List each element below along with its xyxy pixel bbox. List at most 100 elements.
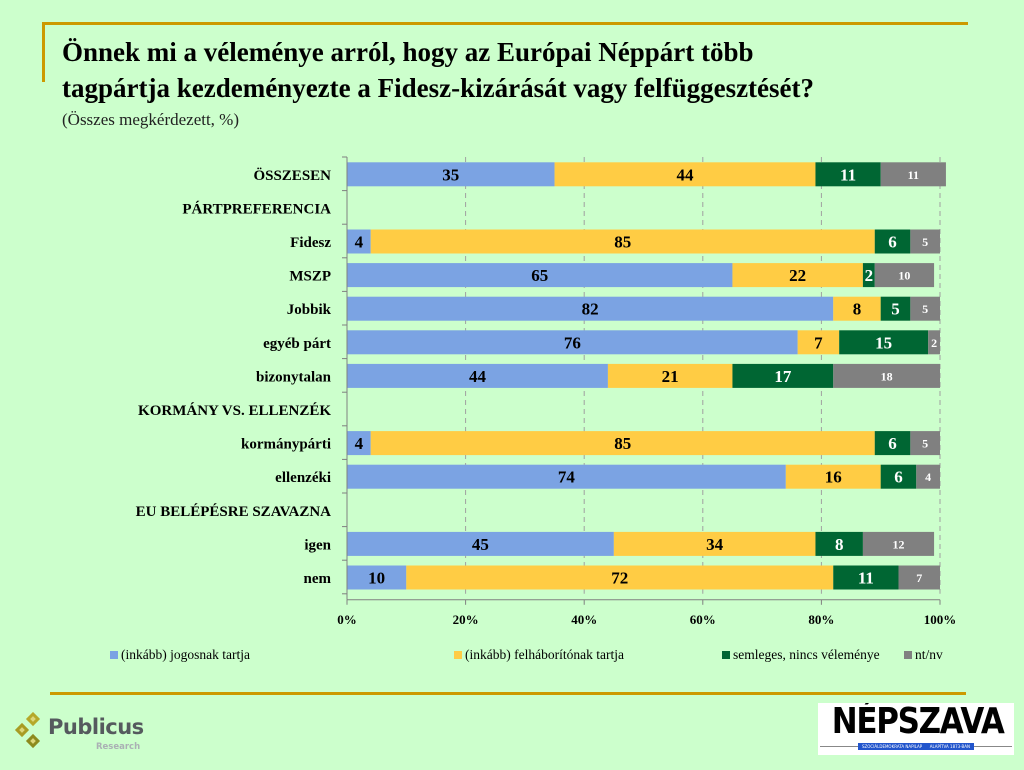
legend-item: (inkább) felháborítónak tartja (454, 646, 624, 664)
data-label: 82 (582, 300, 599, 319)
data-label: 4 (925, 470, 931, 484)
data-label: 4 (355, 233, 364, 252)
data-label: 74 (558, 468, 576, 487)
bar-segment (347, 363, 608, 388)
legend-swatch (110, 651, 118, 659)
bar-segment (607, 363, 733, 388)
chart-subtitle: (Összes megkérdezett, %) (62, 110, 240, 129)
publicus-sub: Research (96, 742, 141, 752)
data-label: 5 (922, 235, 928, 249)
bar-segment (370, 229, 875, 254)
nepszava-tag-left: SZOCIÁLDEMOKRATA NAPILAP (862, 744, 923, 749)
bar-segment (898, 565, 940, 590)
chart-title-line2: tagpártja kezdeményezte a Fidesz-kizárás… (62, 73, 815, 103)
chart-title: Önnek mi a véleménye arról, hogy az Euró… (62, 34, 982, 106)
nepszava-tagline: SZOCIÁLDEMOKRATA NAPILAP ALAPÍTVA 1873-B… (858, 743, 974, 750)
bar-segment (785, 464, 881, 489)
data-label: 6 (894, 468, 903, 487)
bar-segment (732, 363, 834, 388)
data-label: 11 (858, 569, 874, 588)
data-label: 5 (922, 437, 928, 451)
bar-segment (880, 162, 946, 187)
legend-item: nt/nv (904, 646, 943, 664)
publicus-diamond-icon (14, 712, 41, 749)
data-label: 11 (908, 168, 919, 182)
data-label: 45 (472, 535, 489, 554)
bar-segment (910, 229, 940, 254)
legend-swatch (454, 651, 462, 659)
data-label: 7 (916, 571, 922, 585)
bar-segment (910, 296, 940, 321)
chart-title-line1: Önnek mi a véleménye arról, hogy az Euró… (62, 37, 754, 67)
bar-segment (862, 531, 935, 556)
data-label: 2 (931, 336, 937, 350)
publicus-name: Publicus (48, 715, 144, 739)
data-label: 65 (531, 266, 548, 285)
data-label: 76 (564, 333, 581, 352)
data-label: 35 (442, 165, 459, 184)
data-label: 11 (840, 165, 856, 184)
bar-segment (815, 162, 881, 187)
category-label: MSZP (289, 269, 331, 285)
category-label: Jobbik (287, 302, 332, 318)
bar-segment (347, 263, 733, 288)
nepszava-name: NÉPSZAVA (831, 703, 1005, 742)
data-label: 85 (614, 233, 631, 252)
data-label: 44 (677, 165, 695, 184)
bar-segment (880, 464, 917, 489)
bar-segment (833, 363, 940, 388)
bar-segment (874, 263, 935, 288)
x-tick-label: 100% (924, 612, 957, 627)
category-label: nem (304, 571, 332, 587)
nepszava-logo: NÉPSZAVA SZOCIÁLDEMOKRATA NAPILAP ALAPÍT… (818, 703, 1014, 755)
bar-segment (797, 330, 840, 355)
data-label: 6 (888, 434, 897, 453)
bar-segment (910, 431, 940, 456)
nepszava-tag-right: ALAPÍTVA 1873-BAN (929, 744, 970, 749)
bar-segment (347, 162, 555, 187)
title-top-rule (42, 22, 968, 25)
bar-segment (347, 229, 371, 254)
data-label: 16 (825, 468, 842, 487)
legend-swatch (904, 651, 912, 659)
bar-segment (406, 565, 834, 590)
bar-segment (862, 263, 875, 288)
x-tick-label: 80% (808, 612, 834, 627)
legend-label: (inkább) felháborítónak tartja (465, 647, 624, 662)
data-label: 17 (774, 367, 792, 386)
publicus-logo: Publicus Research (14, 712, 164, 757)
legend-label: (inkább) jogosnak tartja (121, 647, 250, 662)
data-label: 5 (891, 300, 900, 319)
data-label: 15 (875, 333, 892, 352)
data-label: 10 (898, 269, 910, 283)
bar-segment (347, 296, 834, 321)
data-label: 85 (614, 434, 631, 453)
data-label: 22 (789, 266, 806, 285)
legend-item: semleges, nincs véleménye (722, 646, 880, 664)
category-label: egyéb párt (263, 336, 331, 352)
category-label: kormánypárti (241, 437, 331, 453)
data-label: 2 (865, 266, 874, 285)
bar-segment (347, 565, 407, 590)
legend-label: semleges, nincs véleménye (733, 647, 880, 662)
bar-segment (347, 330, 798, 355)
legend-label: nt/nv (915, 647, 943, 662)
bar-segment (347, 464, 786, 489)
x-tick-label: 60% (690, 612, 716, 627)
category-label: EU BELÉPÉSRE SZAVAZNA (136, 503, 332, 520)
bar-segment (815, 531, 863, 556)
bar-segment (880, 296, 911, 321)
category-label: bizonytalan (256, 369, 332, 385)
bar-segment (874, 431, 911, 456)
bar-segment (916, 464, 940, 489)
data-label: 5 (922, 302, 928, 316)
legend-item: (inkább) jogosnak tartja (110, 646, 250, 664)
bar-segment (874, 229, 911, 254)
data-label: 21 (662, 367, 679, 386)
category-label: ÖSSZESEN (253, 167, 331, 184)
data-label: 34 (706, 535, 724, 554)
bar-segment (928, 330, 940, 355)
x-tick-label: 20% (453, 612, 479, 627)
axes: ÖSSZESEN PÁRTPREFERENCIA Fidesz MSZP Jobbik e… (136, 156, 957, 627)
